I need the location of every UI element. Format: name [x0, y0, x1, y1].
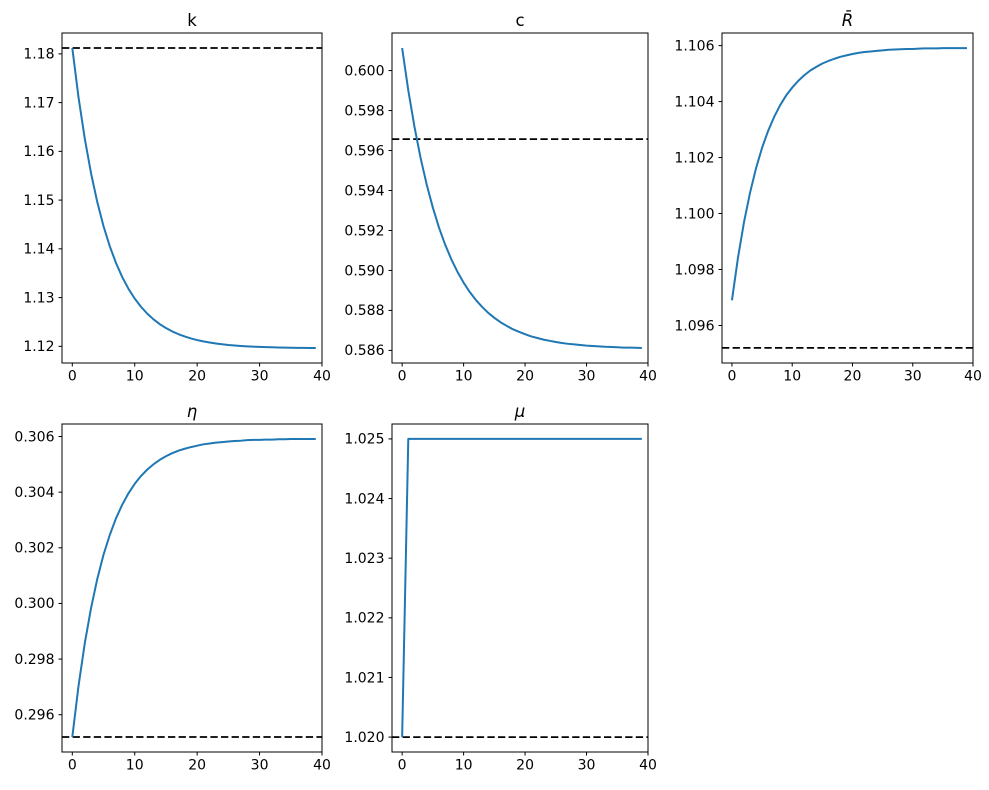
- x-tick-label: 0: [68, 758, 77, 774]
- y-tick-label: 1.024: [344, 491, 384, 507]
- subplot-k: 1.12 1.13 1.14 1.15 1.16 1.17 1.18 0 10 20 30 40 k: [23, 11, 331, 385]
- axes-frame: [61, 32, 323, 364]
- x-tick-label: 30: [251, 758, 269, 774]
- axes-frame: [61, 423, 323, 753]
- y-tick-label: 0.590: [344, 263, 384, 279]
- axes-frame: [391, 423, 649, 753]
- y-tick-label: 1.12: [23, 339, 54, 355]
- y-tick-label: 0.600: [344, 63, 384, 79]
- y-tick-label: 1.098: [674, 262, 714, 278]
- series-line-c: [401, 47, 642, 350]
- x-tick-label: 40: [639, 758, 657, 774]
- plot-title-rbar: R̄: [842, 11, 853, 30]
- y-tick-label: 0.592: [344, 223, 384, 239]
- plot-title-eta: η: [187, 402, 197, 421]
- x-tick-label: 10: [455, 758, 473, 774]
- y-tick-label: 1.102: [674, 150, 714, 166]
- y-tick-label: 0.594: [344, 183, 384, 199]
- y-tick-label: 1.100: [674, 206, 714, 222]
- y-tick-label: 0.588: [344, 303, 384, 319]
- y-tick-label: 1.14: [23, 242, 54, 258]
- y-tick-label: 1.025: [344, 432, 384, 448]
- y-tick-label: 0.586: [344, 343, 384, 359]
- subplot-rbar: 1.096 1.098 1.100 1.102 1.104 1.106 0 10 20 30 40 R…: [674, 11, 982, 385]
- x-tick-label: 30: [578, 758, 596, 774]
- x-tick-label: 30: [578, 369, 596, 385]
- x-tick-label: 10: [455, 369, 473, 385]
- y-tick-label: 0.298: [14, 652, 54, 668]
- y-tick-label: 1.096: [674, 318, 714, 334]
- x-tick-label: 40: [313, 758, 331, 774]
- series-line-eta: [71, 438, 316, 738]
- y-tick-label: 1.021: [344, 670, 384, 686]
- x-tick-label: 10: [783, 369, 801, 385]
- x-tick-label: 0: [68, 369, 77, 385]
- series-line-rbar: [730, 47, 967, 301]
- series-line-k: [71, 47, 316, 349]
- x-tick-label: 20: [188, 369, 206, 385]
- plot-title-mu: μ: [514, 402, 526, 421]
- y-tick-label: 0.302: [14, 541, 54, 557]
- axes-frame: [391, 32, 649, 364]
- y-tick-label: 1.15: [23, 193, 54, 209]
- subplot-c: 0.586 0.588 0.590 0.592 0.594 0.596 0.598 0.600…: [344, 11, 657, 385]
- y-tick-label: 0.300: [14, 596, 54, 612]
- y-tick-label: 0.304: [14, 485, 54, 501]
- subplot-eta: 0.296 0.298 0.300 0.302 0.304 0.306 0 10 20 30 40 η: [14, 402, 331, 774]
- axes-frame: [721, 32, 974, 364]
- plot-title-c: c: [515, 11, 524, 30]
- x-tick-label: 20: [516, 369, 534, 385]
- subplot-mu: 1.020 1.021 1.022 1.023 1.024 1.025 0 10 20 30 40 μ: [344, 402, 657, 774]
- y-tick-label: 1.106: [674, 38, 714, 54]
- y-tick-label: 0.296: [14, 708, 54, 724]
- plot-title-k: k: [187, 11, 197, 30]
- x-tick-label: 0: [398, 758, 407, 774]
- x-tick-label: 0: [727, 369, 736, 385]
- y-tick-label: 1.18: [23, 47, 54, 63]
- y-tick-label: 1.17: [23, 95, 54, 111]
- y-tick-label: 1.020: [344, 730, 384, 746]
- x-tick-label: 20: [188, 758, 206, 774]
- y-tick-label: 1.104: [674, 94, 714, 110]
- y-tick-label: 0.598: [344, 103, 384, 119]
- x-tick-label: 40: [313, 369, 331, 385]
- y-tick-label: 1.16: [23, 144, 54, 160]
- x-tick-label: 40: [639, 369, 657, 385]
- series-line-mu: [401, 437, 642, 738]
- x-tick-label: 10: [126, 369, 144, 385]
- y-tick-label: 1.13: [23, 290, 54, 306]
- x-tick-label: 30: [904, 369, 922, 385]
- x-tick-label: 10: [126, 758, 144, 774]
- y-tick-label: 1.023: [344, 551, 384, 567]
- x-tick-label: 20: [844, 369, 862, 385]
- x-tick-label: 0: [398, 369, 407, 385]
- y-tick-label: 0.596: [344, 143, 384, 159]
- y-tick-label: 1.022: [344, 611, 384, 627]
- x-tick-label: 30: [251, 369, 269, 385]
- x-tick-label: 40: [964, 369, 982, 385]
- x-tick-label: 20: [516, 758, 534, 774]
- y-tick-label: 0.306: [14, 429, 54, 445]
